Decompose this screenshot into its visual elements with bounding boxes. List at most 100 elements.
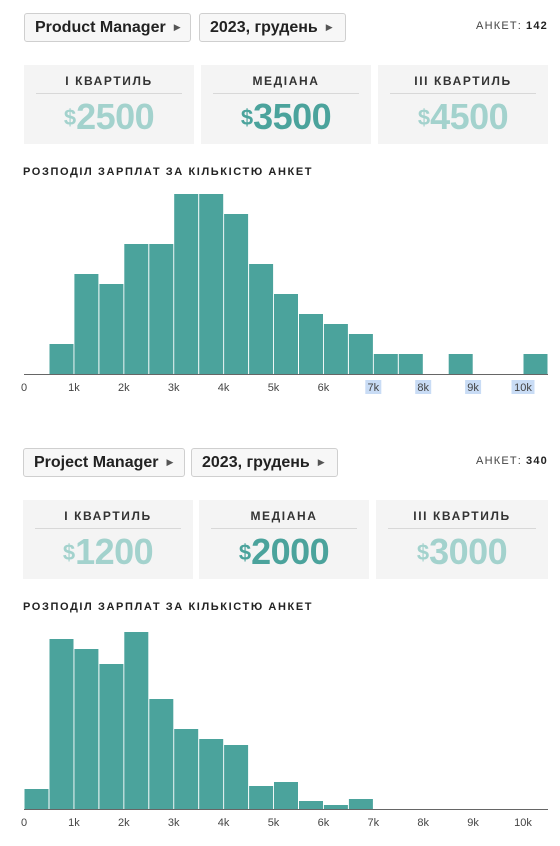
stat-q3: ІІІ КВАРТИЛЬ $4500: [378, 65, 548, 144]
currency-sign: $: [417, 105, 431, 130]
histogram-bar: [299, 314, 323, 374]
x-tick-label: 10k: [514, 817, 532, 829]
histogram-bar: [274, 782, 298, 809]
currency-sign: $: [63, 105, 77, 130]
tick-selection-highlight: [365, 380, 382, 394]
stat-q3: ІІІ КВАРТИЛЬ $3000: [376, 500, 548, 579]
stat-value: 3500: [253, 96, 332, 137]
stat-label: МЕДІАНА: [211, 509, 357, 529]
currency-sign: $: [238, 540, 252, 565]
histogram-bar: [99, 664, 124, 809]
histogram-bar: [249, 264, 274, 374]
x-tick-label: 0: [21, 817, 27, 829]
x-tick-label: 10k: [514, 382, 532, 394]
stat-value: 1200: [75, 531, 154, 572]
stat-label: І КВАРТИЛЬ: [35, 509, 181, 529]
period-label: 2023, грудень: [210, 18, 318, 36]
x-tick-label: 1k: [68, 817, 80, 829]
caret-right-icon: ▶: [325, 22, 333, 32]
histogram-bar: [398, 354, 423, 374]
responses-count: АНКЕТ: 340: [476, 455, 548, 467]
histogram-bar: [99, 284, 124, 374]
x-tick-label: 6k: [318, 817, 330, 829]
salary-section-project-manager: Project Manager ▶ 2023, грудень ▶ АНКЕТ:…: [0, 435, 560, 846]
period-selector[interactable]: 2023, грудень ▶: [199, 13, 346, 42]
stat-label: ІІІ КВАРТИЛЬ: [388, 509, 536, 529]
x-tick-label: 2k: [118, 382, 130, 394]
stat-q1: І КВАРТИЛЬ $2500: [24, 65, 194, 144]
x-tick-label: 4k: [218, 382, 230, 394]
histogram-bar: [174, 194, 199, 374]
histogram-bar: [299, 801, 323, 809]
x-tick-label: 9k: [467, 382, 479, 394]
currency-sign: $: [416, 540, 430, 565]
x-tick-label: 9k: [467, 817, 479, 829]
stat-q1: І КВАРТИЛЬ $1200: [23, 500, 193, 579]
histogram-bar: [373, 354, 398, 374]
distribution-title: РОЗПОДІЛ ЗАРПЛАТ ЗА КІЛЬКІСТЮ АНКЕТ: [23, 166, 314, 178]
tick-selection-highlight: [511, 380, 535, 394]
histogram-bar: [323, 805, 348, 809]
histogram-bar: [224, 214, 249, 374]
caret-right-icon: ▶: [317, 457, 325, 467]
caret-right-icon: ▶: [173, 22, 181, 32]
stat-median: МЕДІАНА $2000: [199, 500, 369, 579]
stat-label: ІІІ КВАРТИЛЬ: [390, 74, 536, 94]
x-tick-label: 8k: [417, 817, 429, 829]
histogram-bar: [348, 799, 373, 809]
x-tick-label: 1k: [68, 382, 80, 394]
stat-value: 4500: [430, 96, 509, 137]
x-tick-label: 5k: [268, 382, 280, 394]
responses-number: 340: [526, 455, 548, 467]
histogram-bar: [49, 639, 74, 809]
stat-value: 2500: [76, 96, 155, 137]
responses-label: АНКЕТ:: [476, 20, 523, 32]
x-tick-label: 3k: [168, 817, 180, 829]
responses-count: АНКЕТ: 142: [476, 20, 548, 32]
caret-right-icon: ▶: [166, 457, 174, 467]
position-selector[interactable]: Product Manager ▶: [24, 13, 191, 42]
position-label: Project Manager: [34, 453, 159, 471]
period-label: 2023, грудень: [202, 453, 310, 471]
position-label: Product Manager: [35, 18, 166, 36]
histogram-bar: [274, 294, 298, 374]
histogram-bar: [199, 739, 224, 809]
histogram-bar: [149, 699, 174, 809]
histogram-bar: [124, 244, 149, 374]
x-tick-label: 7k: [367, 382, 379, 394]
period-selector[interactable]: 2023, грудень ▶: [191, 448, 338, 477]
histogram-bar: [224, 745, 249, 809]
histogram-bar: [249, 786, 274, 809]
histogram-bar: [174, 729, 199, 809]
responses-number: 142: [526, 20, 548, 32]
position-selector[interactable]: Project Manager ▶: [23, 448, 185, 477]
histogram-bar: [149, 244, 174, 374]
salary-section-product-manager: Product Manager ▶ 2023, грудень ▶ АНКЕТ:…: [0, 0, 560, 420]
currency-sign: $: [240, 105, 254, 130]
histogram-bar: [74, 649, 99, 809]
x-tick-label: 2k: [118, 817, 130, 829]
x-tick-label: 4k: [218, 817, 230, 829]
histogram-bar: [448, 354, 473, 374]
tick-selection-highlight: [465, 380, 482, 394]
stat-label: І КВАРТИЛЬ: [36, 74, 182, 94]
stat-label: МЕДІАНА: [213, 74, 359, 94]
histogram-bar: [24, 789, 49, 809]
histogram-bar: [49, 344, 74, 374]
x-tick-label: 7k: [367, 817, 379, 829]
salary-histogram: 0 1k 2k 3k 4k 5k 6k 7k 8k 9k 10k: [21, 632, 548, 829]
x-tick-label: 8k: [417, 382, 429, 394]
tick-selection-highlight: [415, 380, 432, 394]
salary-histogram: 0 1k 2k 3k 4k 5k 6k 7k 8k 9k 10k: [21, 194, 548, 394]
currency-sign: $: [62, 540, 76, 565]
histogram-bar: [124, 632, 149, 809]
histogram-bar: [199, 194, 224, 374]
responses-label: АНКЕТ:: [476, 455, 523, 467]
x-tick-label: 3k: [168, 382, 180, 394]
histogram-bar: [348, 334, 373, 374]
distribution-title: РОЗПОДІЛ ЗАРПЛАТ ЗА КІЛЬКІСТЮ АНКЕТ: [23, 601, 314, 613]
histogram-bar: [74, 274, 99, 374]
x-tick-label: 0: [21, 382, 27, 394]
histogram-bar: [323, 324, 348, 374]
stat-median: МЕДІАНА $3500: [201, 65, 371, 144]
